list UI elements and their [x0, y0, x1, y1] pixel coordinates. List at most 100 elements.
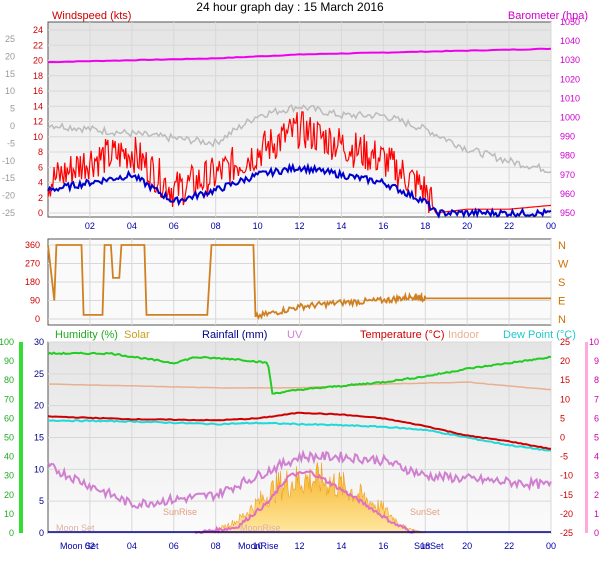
temperature-line	[47, 411, 551, 450]
rain-y-tick: 15	[34, 433, 44, 443]
uv-y-tick: 4	[594, 452, 599, 462]
barometer-y-tick: 960	[560, 189, 575, 199]
barometer-y-tick: 1030	[560, 55, 580, 65]
barometer-y-tick: 950	[560, 208, 575, 218]
annotation-sunrise: SunRise	[163, 507, 197, 517]
temp-y-tick: -25	[560, 528, 573, 538]
wind-y-tick: 10	[33, 132, 43, 142]
compass-label: W	[558, 259, 569, 271]
grey-trace-line	[47, 104, 552, 174]
humidity-y-tick: 90	[4, 356, 14, 366]
humidity-y-tick: 10	[4, 509, 14, 519]
x-tick-label-bottom: 02	[85, 541, 95, 551]
bottom-event-labels: Moon Set MoonRise SunSet	[60, 541, 444, 551]
rain-y-tick: 5	[39, 496, 44, 506]
uv-y-tick: 8	[594, 375, 599, 385]
x-tick-label-top: 08	[211, 221, 221, 231]
x-tick-label-bottom: 14	[336, 541, 346, 551]
humidity-line	[47, 351, 552, 395]
rain-y-tick: 10	[34, 464, 44, 474]
x-tick-label-bottom: 22	[504, 541, 514, 551]
x-tick-label-top: 00	[546, 221, 556, 231]
bottom-label-sunset: SunSet	[414, 541, 444, 551]
uv-y-tick: 3	[594, 471, 599, 481]
indoor-line	[48, 381, 552, 391]
wind-y-tick: 14	[33, 101, 43, 111]
x-tick-label-top: 12	[294, 221, 304, 231]
outer-y-tick: 20	[5, 51, 15, 61]
temp-y-tick: 10	[560, 394, 570, 404]
wind-y-tick: 4	[38, 178, 43, 188]
bottom-label-moonrise: MoonRise	[238, 541, 279, 551]
wind-y-tick: 12	[33, 117, 43, 127]
barometer-y-tick: 970	[560, 170, 575, 180]
outer-y-tick: -10	[2, 156, 15, 166]
humidity-y-tick: 80	[4, 375, 14, 385]
barometer-y-tick: 1010	[560, 93, 580, 103]
outer-y-tick: 15	[5, 69, 15, 79]
humidity-y-tick: 50	[4, 433, 14, 443]
uv-y-tick: 10	[589, 337, 599, 347]
x-tick-label-top: 04	[127, 221, 137, 231]
uv-line	[47, 449, 552, 510]
x-tick-label-bottom: 04	[127, 541, 137, 551]
compass-label: N	[558, 240, 566, 252]
x-tick-label-bottom: 10	[253, 541, 263, 551]
x-tick-label-bottom: 00	[546, 541, 556, 551]
barometer-y-tick: 1050	[560, 17, 580, 27]
temp-y-tick: 20	[560, 356, 570, 366]
x-tick-label-top: 18	[420, 221, 430, 231]
rain-y-tick: 30	[34, 337, 44, 347]
outer-y-tick: 25	[5, 34, 15, 44]
wind-average-line	[47, 162, 552, 219]
uv-peak-line	[193, 470, 416, 535]
outer-y-tick: 0	[10, 121, 15, 131]
outer-y-tick: -5	[7, 138, 15, 148]
barometer-y-tick: 1000	[560, 113, 580, 123]
outer-y-tick: -25	[2, 208, 15, 218]
barometer-y-tick: 990	[560, 132, 575, 142]
x-tick-label-bottom: 08	[211, 541, 221, 551]
uv-y-tick: 7	[594, 394, 599, 404]
wind-y-tick: 18	[33, 71, 43, 81]
uv-y-tick: 0	[594, 528, 599, 538]
legend: Humidity (%) Solar Rainfall (mm) UV Temp…	[55, 329, 576, 341]
wind-gust-line	[47, 111, 552, 214]
direction-y-tick: 90	[30, 296, 40, 306]
humidity-y-tick: 100	[0, 337, 14, 347]
direction-y-tick: 180	[25, 277, 40, 287]
wind-y-tick: 0	[38, 208, 43, 218]
x-tick-label-bottom: 20	[462, 541, 472, 551]
wind-y-tick: 2	[38, 193, 43, 203]
wind-y-tick: 8	[38, 147, 43, 157]
humidity-y-tick: 30	[4, 471, 14, 481]
humidity-y-tick: 0	[9, 528, 14, 538]
annotation-moon-set: Moon Set	[56, 523, 95, 533]
compass-label: E	[558, 296, 565, 308]
x-tick-label-bottom: 06	[169, 541, 179, 551]
legend-solar: Solar	[124, 329, 150, 341]
temp-y-tick: 0	[560, 433, 565, 443]
barometer-line	[47, 47, 552, 64]
barometer-y-tick: 980	[560, 151, 575, 161]
uv-axis-bar	[585, 342, 588, 533]
wind-direction-line	[47, 244, 551, 321]
barometer-axis-title: Barometer (hpa)	[508, 10, 588, 22]
temp-y-tick: -20	[560, 509, 573, 519]
annotation-sunset: SunSet	[410, 507, 440, 517]
series-layer	[47, 47, 552, 535]
uv-y-tick: 2	[594, 490, 599, 500]
x-tick-label-top: 10	[253, 221, 263, 231]
direction-y-tick: 0	[35, 314, 40, 324]
outer-y-tick: -20	[2, 191, 15, 201]
temp-y-tick: 15	[560, 375, 570, 385]
rain-y-tick: 20	[34, 401, 44, 411]
compass-label: N	[558, 314, 566, 326]
outer-y-tick: 5	[10, 104, 15, 114]
temp-y-tick: 25	[560, 337, 570, 347]
legend-uv: UV	[287, 329, 303, 341]
dewpoint-line	[47, 419, 552, 452]
legend-temperature: Temperature (°C)	[360, 329, 444, 341]
legend-humidity: Humidity (%)	[55, 329, 118, 341]
